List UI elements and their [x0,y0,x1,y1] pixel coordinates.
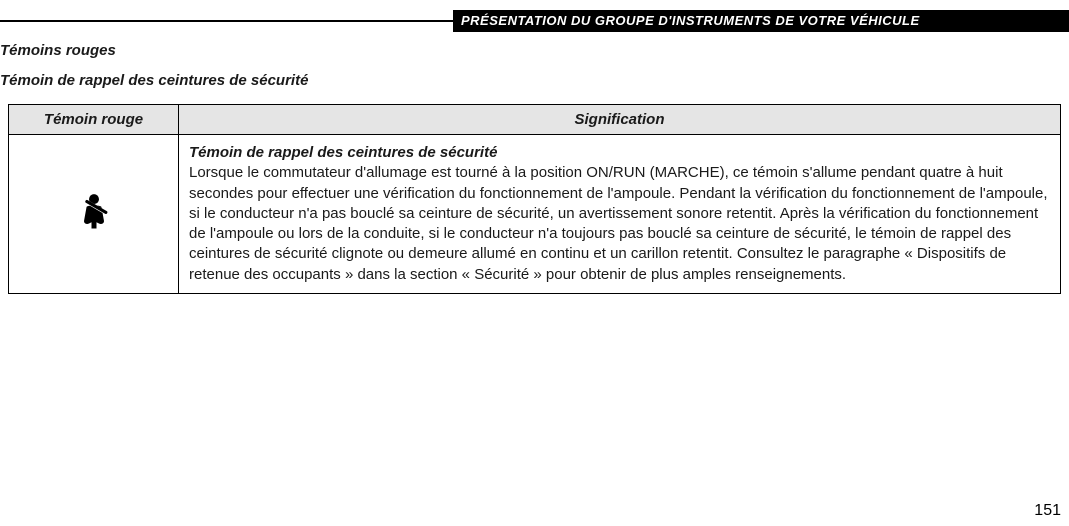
warning-table: Témoin rouge Signification Témoin de rap… [8,104,1061,294]
row-body: Lorsque le commutateur d'allumage est to… [189,164,1048,282]
header-bar: PRÉSENTATION DU GROUPE D'INSTRUMENTS DE … [453,10,1069,32]
section-heading-2: Témoin de rappel des ceintures de sécuri… [0,72,308,89]
table-row: Témoin de rappel des ceintures de sécuri… [9,135,1061,294]
header-rule [0,20,469,22]
seatbelt-icon [74,218,114,235]
table-header-col-2: Signification [179,105,1061,135]
row-title: Témoin de rappel des ceintures de sécuri… [189,143,1050,163]
section-heading-1: Témoins rouges [0,42,116,59]
table-header-row: Témoin rouge Signification [9,105,1061,135]
page-number: 151 [1034,502,1061,520]
table-header-col-1: Témoin rouge [9,105,179,135]
icon-cell [9,135,179,294]
header-bar-text: PRÉSENTATION DU GROUPE D'INSTRUMENTS DE … [461,13,920,28]
body-cell: Témoin de rappel des ceintures de sécuri… [179,135,1061,294]
